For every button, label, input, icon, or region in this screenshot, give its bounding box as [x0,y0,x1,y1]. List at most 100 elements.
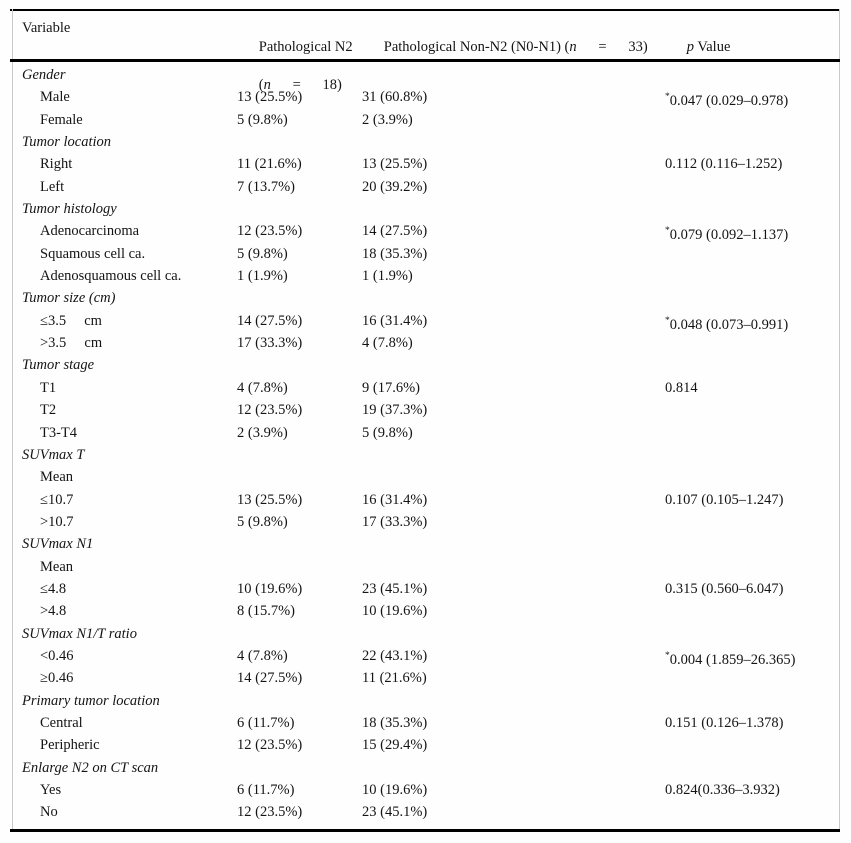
variable-label: T2 [40,402,57,419]
p-value-cell [665,243,840,265]
variable-label: >3.5 cm [40,335,103,352]
table-row: >3.5 cm 17 (33.3%) 4 (7.8%) [0,332,840,354]
p-value-cell [665,690,840,712]
non-n2-count-cell: 13 (25.5%) [362,156,428,173]
section-row: SUVmax T [0,444,840,466]
n2-count-cell: 6 (11.7%) [237,714,295,731]
n2-count-cell: 11 (21.6%) [237,156,302,173]
non-n2-count-cell: 14 (27.5%) [362,223,428,240]
variable-label: Central [40,714,83,731]
variable-label: T1 [40,379,57,396]
variable-label: >10.7 [40,513,74,530]
table-left-border [12,9,13,831]
header-non-n2-count: = 33) [576,39,648,55]
section-row: Tumor location [0,131,840,153]
n2-count-cell [237,354,362,376]
significance-asterisk: * [665,315,670,326]
p-value-cell [665,623,840,645]
significance-asterisk: * [665,226,670,237]
p-value-cell: 0.824(0.336–3.932) [665,779,840,801]
section-label: SUVmax N1/T ratio [22,625,137,642]
table-header-rule [10,59,840,62]
p-value-cell: *0.048 (0.073–0.991) [665,310,840,336]
non-n2-count-cell: 17 (33.3%) [362,513,428,530]
non-n2-count-cell: 10 (19.6%) [362,782,428,798]
header-p-value-label: Value [694,39,731,55]
variable-label: >4.8 [40,603,67,620]
variable-label: Peripheric [40,737,100,754]
section-row: Tumor size (cm) [0,287,840,309]
p-value-cell [665,332,840,354]
non-n2-count-cell [362,64,665,86]
table-row: T1 4 (7.8%) 9 (17.6%) 0.814 [0,377,840,399]
non-n2-count-cell: 9 (17.6%) [362,379,420,396]
section-label: SUVmax N1 [22,536,94,553]
variable-label: Mean [40,469,74,486]
table-row: No 12 (23.5%) 23 (45.1%) [0,801,840,823]
section-label: Primary tumor location [22,692,160,709]
table-body: Gender Male 13 (25.5%) 31 (60.8%) *0.047 (0.… [0,64,840,824]
significance-asterisk: * [665,650,670,661]
p-value-cell [665,422,840,444]
table-row: T2 12 (23.5%) 19 (37.3%) [0,399,840,421]
p-value-cell: *0.004 (1.859–26.365) [665,645,840,671]
n2-count-cell: 8 (15.7%) [237,603,295,620]
non-n2-count-cell [362,556,665,578]
non-n2-count-cell [362,131,665,153]
section-label: Enlarge N2 on CT scan [22,759,159,776]
n2-count-cell: 6 (11.7%) [237,782,295,798]
variable-label: ≤4.8 [40,580,67,597]
variable-label: No [40,804,58,821]
p-value-cell [665,131,840,153]
non-n2-count-cell: 16 (31.4%) [362,312,428,329]
p-value-text: 0.048 (0.073–0.991) [669,316,789,333]
p-value-cell [665,176,840,198]
non-n2-count-cell: 4 (7.8%) [362,335,413,352]
section-label: Tumor location [22,134,112,151]
table-row: Adenocarcinoma 12 (23.5%) 14 (27.5%) *0.079… [0,220,840,243]
variable-label: Right [40,156,73,173]
p-value-cell: 0.315 (0.560–6.047) [665,578,840,600]
p-value-cell: 0.151 (0.126–1.378) [665,712,840,734]
significance-asterisk: * [665,92,670,103]
p-value-cell [665,109,840,131]
n2-count-cell: 12 (23.5%) [237,737,303,754]
p-value-cell [665,265,840,287]
n2-count-cell: 12 (23.5%) [237,804,303,821]
non-n2-count-cell: 20 (39.2%) [362,178,428,195]
non-n2-count-cell [362,354,665,376]
p-value-text: 0.107 (0.105–1.247) [665,491,784,508]
table-row: Central 6 (11.7%) 18 (35.3%) 0.151 (0.126–1… [0,712,840,734]
table-row: Left 7 (13.7%) 20 (39.2%) [0,176,840,198]
p-value-text: 0.112 (0.116–1.252) [665,156,783,173]
p-value-cell: 0.814 [665,377,840,399]
table-row: Male 13 (25.5%) 31 (60.8%) *0.047 (0.029–0.… [0,86,840,109]
n2-count-cell: 5 (9.8%) [237,111,288,128]
n2-count-cell: 14 (27.5%) [237,312,303,329]
non-n2-count-cell [362,690,665,712]
table-row: Right 11 (21.6%) 13 (25.5%) 0.112 (0.116–1.… [0,153,840,175]
header-pathological-non-n2: Pathological Non-N2 (N0-N1) (n = 33) [362,19,665,114]
p-value-cell [665,801,840,823]
n2-count-cell: 13 (25.5%) [237,89,303,106]
table-row: T3-T4 2 (3.9%) 5 (9.8%) [0,422,840,444]
n2-count-cell: 5 (9.8%) [237,513,288,530]
p-value-cell: *0.047 (0.029–0.978) [665,86,840,112]
table-row: Female 5 (9.8%) 2 (3.9%) [0,109,840,131]
variable-label: Mean [40,558,74,575]
n2-count-cell [237,287,362,309]
p-value-cell [665,399,840,421]
table-row: ≤4.8 10 (19.6%) 23 (45.1%) 0.315 (0.560–6.0… [0,578,840,600]
header-p-value: p Value [665,19,840,114]
p-value-cell [665,466,840,488]
p-value-cell [665,64,840,86]
section-label: Gender [22,67,66,83]
p-value-cell [665,511,840,533]
variable-label: <0.46 [40,647,74,664]
p-value-text: 0.047 (0.029–0.978) [669,93,789,110]
non-n2-count-cell: 1 (1.9%) [362,268,413,285]
table-row: Yes 6 (11.7%) 10 (19.6%) 0.824(0.336–3.932) [0,779,840,801]
non-n2-count-cell [362,287,665,309]
p-value-text: 0.004 (1.859–26.365) [669,651,796,668]
p-value-cell [665,556,840,578]
